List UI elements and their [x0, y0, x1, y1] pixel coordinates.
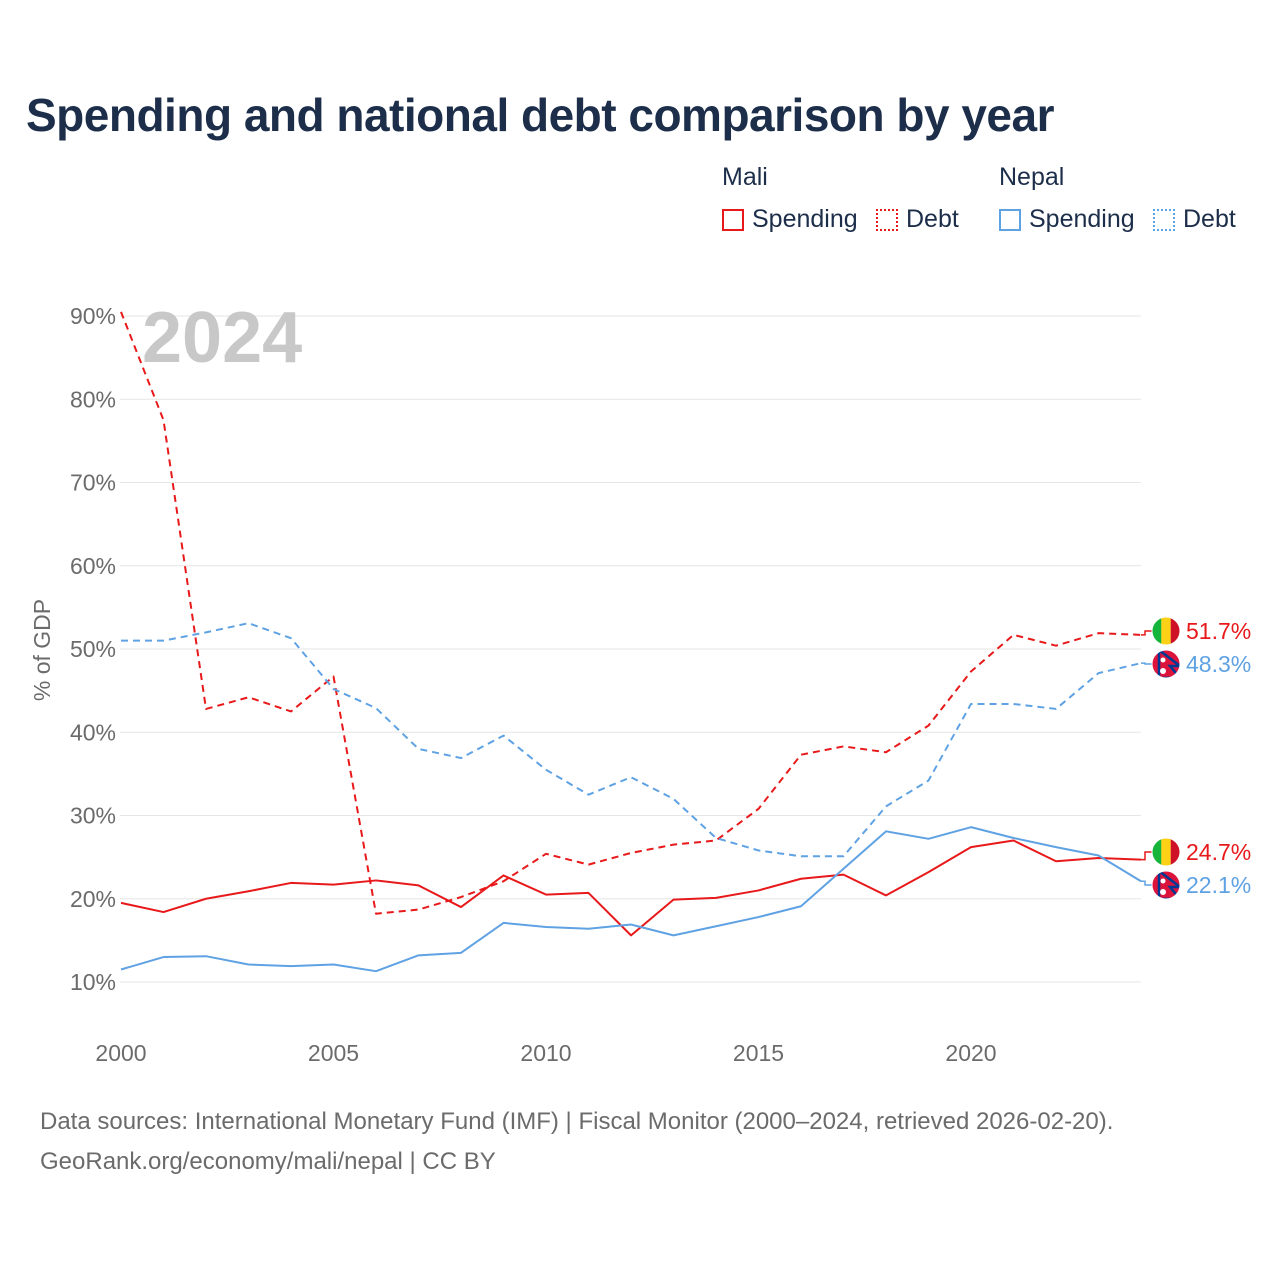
flag-outline	[1151, 616, 1181, 646]
flag-stripe-yellow	[1161, 838, 1171, 866]
end-value-label: 48.3%	[1186, 651, 1251, 677]
chart-title: Spending and national debt comparison by…	[26, 89, 1055, 141]
flag-moon	[1160, 878, 1166, 884]
end-value-label: 51.7%	[1186, 618, 1251, 644]
nepal-flag-icon	[1151, 649, 1181, 679]
y-tick-label: 90%	[70, 303, 116, 329]
source-line-1: Data sources: International Monetary Fun…	[40, 1108, 1114, 1135]
flag-sun	[1160, 889, 1166, 895]
end-value-label: 24.7%	[1186, 839, 1251, 865]
flag-outline	[1151, 837, 1181, 867]
flag-stripe-green	[1152, 617, 1162, 645]
nepal-debt-line	[121, 622, 1142, 858]
legend-label: Debt	[1183, 205, 1236, 233]
year-watermark: 2024	[142, 298, 302, 378]
legend-swatch-dotted	[876, 208, 898, 231]
mali-flag-icon	[1151, 837, 1181, 867]
grid-lines	[120, 315, 1141, 983]
y-axis-ticks: 10% 20% 30% 40% 50% 60% 70% 80% 90%	[70, 303, 116, 995]
flag-outline	[1151, 870, 1181, 900]
flag-moon	[1160, 657, 1166, 663]
y-tick-label: 50%	[70, 636, 116, 662]
leader-line	[1141, 630, 1153, 636]
flag-sun	[1160, 668, 1166, 674]
legend-label: Debt	[906, 205, 959, 233]
leader-line	[1141, 851, 1153, 861]
y-tick-label: 60%	[70, 553, 116, 579]
flag-stripe-red	[1170, 617, 1180, 645]
x-axis-ticks: 2000 2005 2010 2015 2020	[95, 1040, 996, 1066]
series-lines	[120, 311, 1142, 973]
legend-swatch-solid	[722, 208, 744, 231]
x-tick-label: 2015	[733, 1040, 784, 1066]
x-tick-label: 2010	[520, 1040, 571, 1066]
mali-spending-line	[120, 839, 1142, 937]
leader-line	[1141, 662, 1153, 665]
flag-border	[1157, 871, 1180, 899]
source-line-2: GeoRank.org/economy/mali/nepal | CC BY	[40, 1148, 496, 1175]
x-tick-label: 2000	[95, 1040, 146, 1066]
flag-stripe-yellow	[1161, 617, 1171, 645]
legend-group-nepal: Nepal	[999, 163, 1065, 191]
y-tick-label: 10%	[70, 969, 116, 995]
mali-flag-icon	[1151, 616, 1181, 646]
y-tick-label: 70%	[70, 470, 116, 496]
legend-label: Spending	[1029, 205, 1135, 233]
y-tick-label: 40%	[70, 719, 116, 745]
legend-mali-spending[interactable]: Spending	[722, 205, 858, 234]
legend-group-mali: Mali	[722, 163, 768, 191]
end-value-label: 22.1%	[1186, 872, 1251, 898]
flag-stripe-green	[1152, 838, 1162, 866]
mali-debt-line	[120, 311, 1142, 915]
legend-mali-debt[interactable]: Debt	[876, 205, 959, 234]
legend-nepal-spending[interactable]: Spending	[999, 205, 1135, 234]
legend-swatch-solid	[999, 208, 1021, 231]
flag-stripe-red	[1170, 838, 1180, 866]
legend-label: Spending	[752, 205, 858, 233]
end-labels: 24.7% 51.7% 22.1% 48.3%	[1141, 616, 1251, 900]
flag-border	[1157, 650, 1180, 678]
y-tick-label: 30%	[70, 803, 116, 829]
x-tick-label: 2020	[945, 1040, 996, 1066]
nepal-flag-icon	[1151, 870, 1181, 900]
legend-nepal-debt[interactable]: Debt	[1153, 205, 1236, 234]
leader-line	[1141, 880, 1153, 886]
flag-outline	[1151, 649, 1181, 679]
y-tick-label: 20%	[70, 886, 116, 912]
nepal-spending-line	[120, 826, 1142, 973]
x-tick-label: 2005	[308, 1040, 359, 1066]
line-chart: 2024 10%20%30%40%50%60%70%80%90% 2000 200…	[29, 298, 1251, 1066]
legend-swatch-dotted	[1153, 208, 1175, 231]
y-axis-label: % of GDP	[29, 599, 55, 701]
y-tick-label: 80%	[70, 386, 116, 412]
